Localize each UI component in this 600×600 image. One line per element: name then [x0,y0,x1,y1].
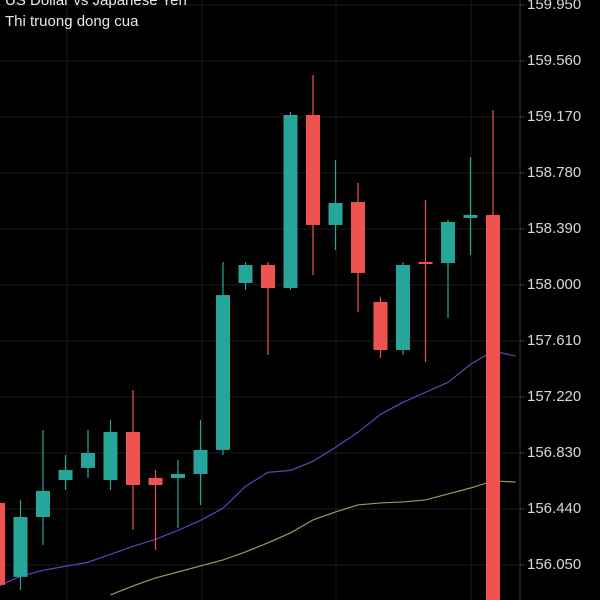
candle-body [103,432,118,480]
y-axis: 159.950 159.560 159.170 158.780 158.390 158.0… [520,0,581,573]
y-tick-label: 158.780 [527,164,581,181]
candle-body [328,203,343,225]
candle-body [351,202,365,273]
y-tick-label: 157.610 [527,332,581,349]
chart-title: US Dollar vs Japanese Yen [5,0,187,9]
candle-body [126,432,140,485]
candle-body [418,262,433,265]
candle-body [486,214,500,600]
y-tick-label: 156.830 [527,444,581,461]
candle-body [81,452,95,468]
plot-area [0,74,516,600]
y-tick-label: 157.220 [527,388,581,405]
candle-body [58,469,73,480]
candle-body [261,265,275,289]
y-tick-label: 156.050 [527,556,581,573]
candle-body [216,295,230,450]
candle-body [441,221,455,264]
candle-body [373,301,388,351]
candle-body [193,449,208,474]
y-tick-label: 159.170 [527,108,581,125]
candle-body [36,490,50,518]
moving-average-line [0,350,516,587]
candle-body [463,214,478,218]
candle-body [148,477,163,485]
y-tick-label: 159.560 [527,52,581,69]
moving-average-line [110,480,516,596]
y-tick-label: 156.440 [527,500,581,517]
grid [0,0,520,600]
candle-body [171,473,185,478]
y-tick-label: 159.950 [527,0,581,13]
candle-body [238,265,253,283]
candle-body [283,115,298,289]
candle-body [0,502,5,585]
candle-body [13,517,28,577]
candle-body [306,115,320,225]
y-tick-label: 158.390 [527,220,581,237]
candle-body [396,265,410,351]
y-tick-label: 158.000 [527,276,581,293]
chart-subtitle: Thi truong dong cua [5,13,139,30]
